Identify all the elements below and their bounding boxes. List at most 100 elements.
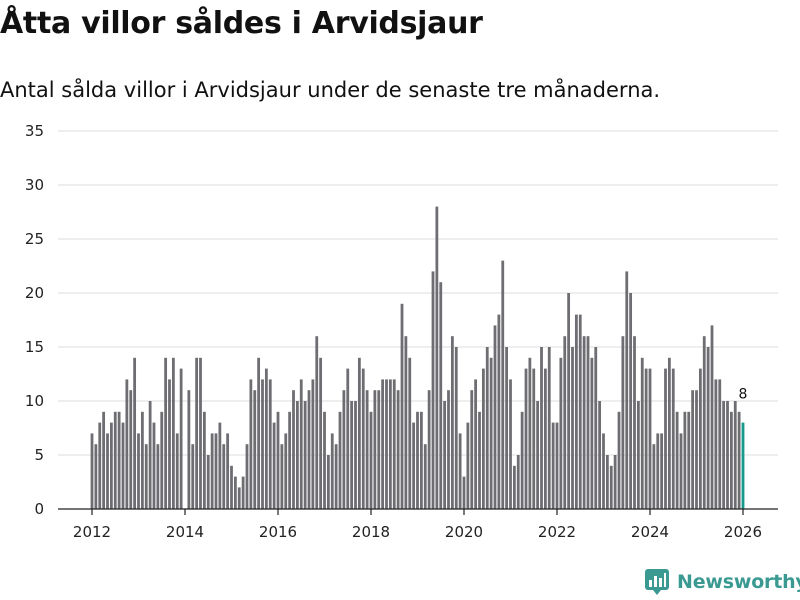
bar xyxy=(171,357,175,509)
bar xyxy=(664,368,667,509)
bar xyxy=(470,390,474,509)
bar xyxy=(543,368,547,509)
bar xyxy=(698,368,702,509)
bar xyxy=(671,368,675,509)
bar xyxy=(458,433,462,509)
x-tick-label: 2020 xyxy=(445,523,483,541)
bar xyxy=(563,336,567,509)
bar xyxy=(679,433,683,509)
bar xyxy=(338,411,342,509)
bar xyxy=(574,314,578,509)
bars xyxy=(90,206,745,509)
bar xyxy=(385,379,388,509)
bar xyxy=(98,422,102,509)
bar xyxy=(303,401,307,509)
x-tick-label: 2022 xyxy=(538,523,576,541)
bar xyxy=(346,368,350,509)
bar xyxy=(640,357,644,509)
bar xyxy=(264,368,268,509)
bar xyxy=(578,314,582,509)
bar xyxy=(454,347,458,509)
bar xyxy=(284,433,288,509)
bar xyxy=(187,390,191,509)
bar xyxy=(330,433,334,509)
y-tick-label: 30 xyxy=(25,176,44,194)
bar xyxy=(485,347,489,509)
bar xyxy=(416,411,419,509)
bar xyxy=(129,390,133,509)
bar xyxy=(605,455,609,509)
bar xyxy=(125,379,129,509)
bar xyxy=(241,476,245,509)
bar xyxy=(102,411,106,509)
bar xyxy=(466,422,470,509)
bar xyxy=(137,433,140,509)
bar xyxy=(148,401,152,509)
bar xyxy=(447,390,450,509)
bar xyxy=(113,411,117,509)
bar xyxy=(431,271,435,509)
bar xyxy=(280,444,284,509)
bar xyxy=(509,379,512,509)
bar xyxy=(233,476,237,509)
bar xyxy=(737,411,741,509)
bar xyxy=(691,390,695,509)
bar xyxy=(404,336,408,509)
bar xyxy=(648,368,652,509)
brand-name: Newsworthy xyxy=(677,571,800,593)
bar xyxy=(481,368,485,509)
bar xyxy=(532,368,536,509)
bar xyxy=(706,347,710,509)
bar xyxy=(307,390,311,509)
bar xyxy=(253,390,257,509)
bar xyxy=(528,357,532,509)
bar xyxy=(342,390,346,509)
bar xyxy=(206,455,210,509)
bar xyxy=(222,444,226,509)
bar xyxy=(268,379,272,509)
bar xyxy=(361,368,365,509)
bar xyxy=(94,444,98,509)
bar xyxy=(202,411,206,509)
bar xyxy=(667,357,671,509)
bar xyxy=(590,357,594,509)
bar xyxy=(656,433,660,509)
bar xyxy=(567,293,571,509)
bar xyxy=(493,325,497,509)
bar xyxy=(636,401,640,509)
bar xyxy=(435,206,439,509)
y-axis-tick-labels: 0 5 10 15 20 25 30 35 xyxy=(25,122,44,518)
bar xyxy=(168,379,171,509)
y-tick-label: 35 xyxy=(25,122,44,140)
bar xyxy=(388,379,392,509)
bar xyxy=(609,465,613,509)
bar xyxy=(722,401,726,509)
bar xyxy=(257,357,261,509)
bar xyxy=(357,357,361,509)
bar xyxy=(299,379,303,509)
bar xyxy=(152,422,156,509)
bar xyxy=(326,455,330,509)
bar xyxy=(90,433,94,509)
x-tick-label: 2026 xyxy=(724,523,762,541)
bar xyxy=(334,444,338,509)
bar xyxy=(443,401,447,509)
bar xyxy=(710,325,714,509)
bar xyxy=(199,357,202,509)
bar xyxy=(292,390,295,509)
bar xyxy=(377,390,381,509)
y-tick-label: 10 xyxy=(25,392,44,410)
bar xyxy=(683,411,687,509)
bar xyxy=(675,411,679,509)
grid-lines xyxy=(58,130,778,456)
bar xyxy=(311,379,315,509)
bar xyxy=(594,347,598,509)
bar xyxy=(505,347,509,509)
bar xyxy=(582,336,586,509)
bar xyxy=(179,368,183,509)
bar xyxy=(520,411,524,509)
bar xyxy=(524,368,528,509)
bar xyxy=(644,368,648,509)
bar xyxy=(571,347,574,509)
bar xyxy=(516,455,520,509)
